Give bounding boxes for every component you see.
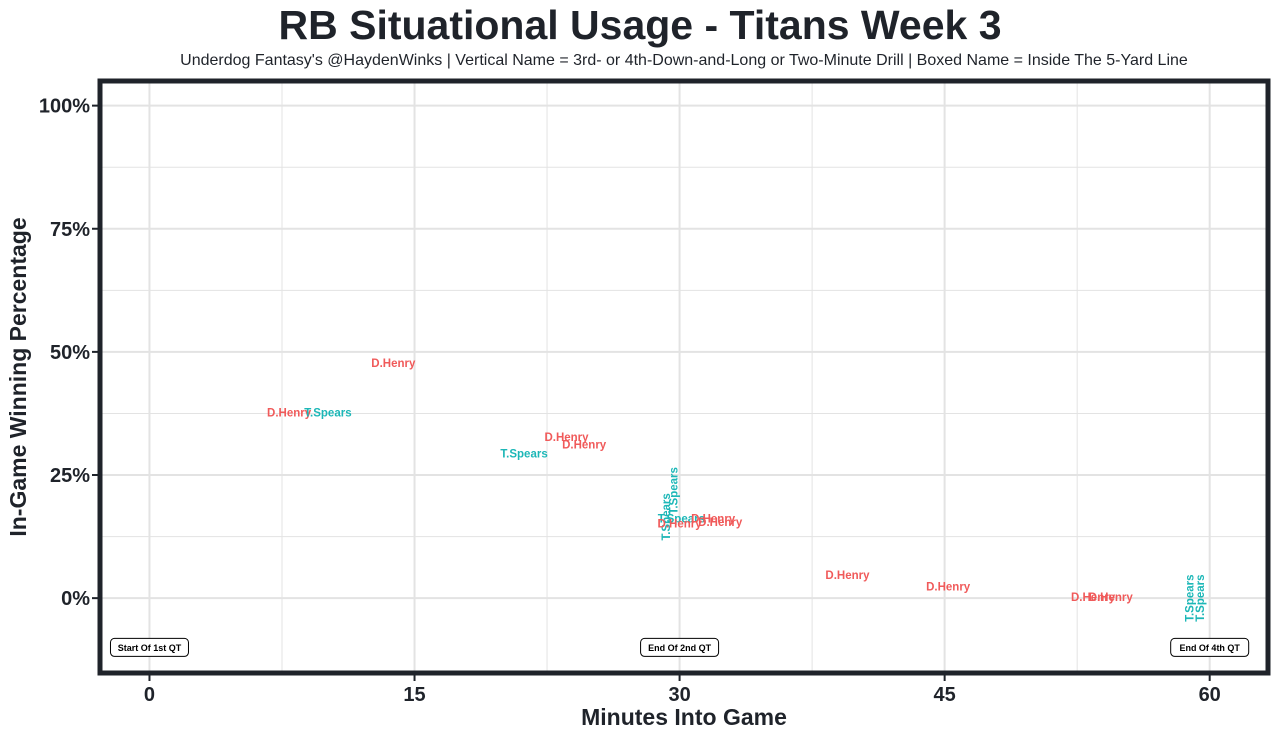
- y-tick-label: 100%: [39, 96, 90, 118]
- chart-title: RB Situational Usage - Titans Week 3: [278, 2, 1002, 48]
- y-tick-label: 0%: [61, 588, 90, 610]
- x-axis-title: Minutes Into Game: [581, 704, 787, 730]
- x-tick-label: 30: [668, 684, 690, 706]
- data-point-label: T.Spears: [661, 493, 673, 540]
- data-point-label: T.Spears: [1195, 574, 1207, 621]
- data-point-label: T.Spears: [668, 467, 680, 514]
- data-point-label: D.Henry: [1071, 592, 1116, 604]
- plot-frame: [97, 78, 1271, 676]
- annotation-label: End Of 2nd QT: [648, 643, 711, 653]
- data-point-label: D.Henry: [691, 513, 736, 525]
- data-point-label: D.Henry: [825, 570, 870, 582]
- annotation-box: [640, 637, 720, 657]
- x-tick-label: 0: [144, 684, 155, 706]
- y-axis-title: In-Game Winning Percentage: [5, 217, 31, 536]
- data-point-label: T.Spears: [500, 448, 547, 460]
- chart-subtitle: Underdog Fantasy's @HaydenWinks | Vertic…: [180, 52, 1188, 69]
- annotation-label: End Of 4th QT: [1179, 643, 1240, 653]
- y-tick-label: 25%: [50, 465, 90, 487]
- data-point-label: D.Henry: [267, 407, 312, 419]
- x-tick-label: 15: [403, 684, 425, 706]
- y-tick-label: 75%: [50, 219, 90, 241]
- data-point-label: T.Spears: [658, 513, 705, 525]
- data-point-label: D.Henry: [1089, 592, 1134, 604]
- y-tick-label: 50%: [50, 342, 90, 364]
- data-point-label: D.Henry: [371, 358, 416, 370]
- data-point-label: T.Spears: [1184, 574, 1196, 621]
- annotation-label: Start Of 1st QT: [118, 643, 182, 653]
- data-point-label: D.Henry: [698, 517, 743, 529]
- annotation-box: [109, 637, 189, 657]
- data-point-label: D.Henry: [658, 518, 703, 530]
- data-point-label: D.Henry: [544, 432, 589, 444]
- data-point-label: D.Henry: [926, 581, 971, 593]
- data-point-label: T.Spears: [304, 407, 351, 419]
- x-tick-label: 60: [1199, 684, 1221, 706]
- annotation-box: [1170, 637, 1250, 657]
- data-point-label: D.Henry: [562, 439, 607, 451]
- x-tick-label: 45: [934, 684, 956, 706]
